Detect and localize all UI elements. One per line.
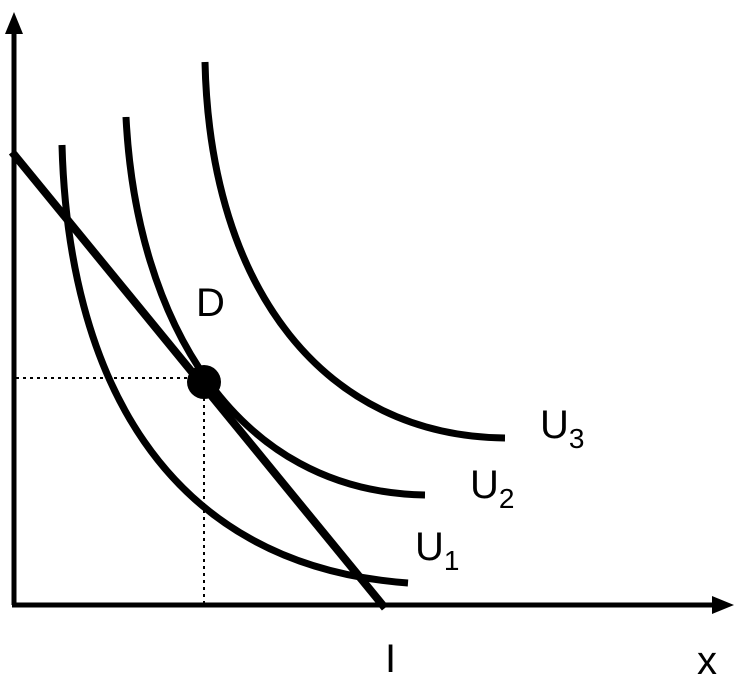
point-label: D [196,281,225,325]
curve-u1 [58,144,409,587]
x-intercept-label: I [385,637,396,678]
x-axis-label: x [697,639,717,678]
y-axis-arrow [5,12,23,34]
curve-u3 [201,61,506,442]
curve-u2 [122,116,426,499]
point-d [187,365,221,399]
curve-label: U2 [470,463,514,514]
x-axis-arrow [712,596,734,614]
curve-label: U3 [540,403,584,454]
curve-label: U1 [415,525,459,576]
